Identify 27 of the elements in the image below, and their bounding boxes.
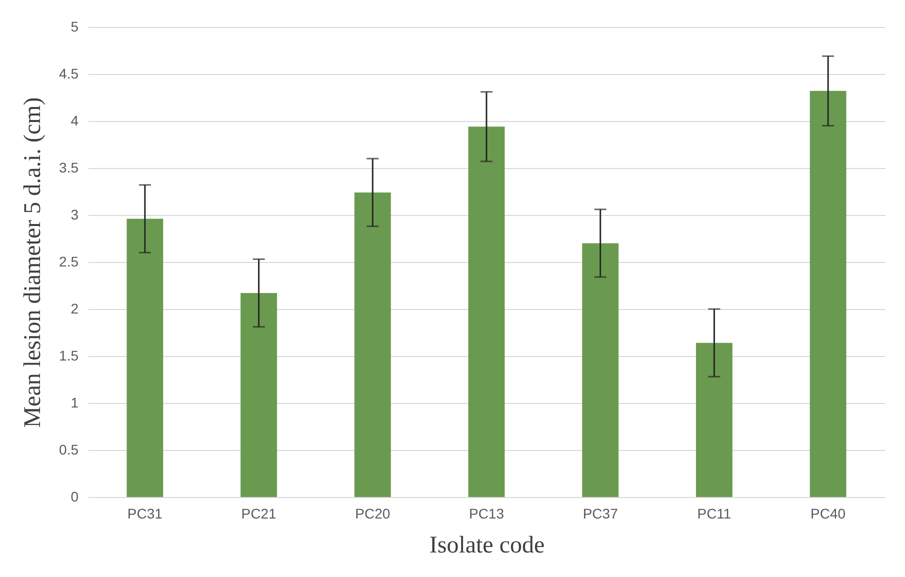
bar	[696, 342, 732, 497]
x-tick-label: PC40	[810, 506, 846, 522]
x-tick-label: PC31	[127, 506, 163, 522]
y-tick-label: 4	[70, 112, 79, 128]
y-tick-label: 4.5	[59, 66, 79, 82]
bar	[354, 192, 391, 497]
y-tick-label: 3	[70, 206, 79, 222]
x-tick-label: PC11	[697, 506, 732, 522]
x-tick-label: PC21	[241, 506, 277, 522]
y-tick-label: 1.5	[59, 348, 79, 364]
y-tick-label: 1	[70, 394, 79, 410]
y-axis-title: Mean lesion diameter 5 d.a.i. (cm)	[20, 97, 46, 428]
x-tick-label: PC20	[355, 506, 390, 522]
bar	[240, 293, 278, 497]
bar	[810, 90, 846, 497]
bar	[126, 218, 164, 497]
y-tick-label: 0.5	[59, 442, 79, 458]
y-tick-label: 2.5	[59, 254, 79, 270]
bar	[468, 126, 505, 497]
x-tick-label: PC13	[468, 506, 504, 522]
bar	[582, 243, 619, 497]
y-tick-label: 0	[70, 488, 79, 504]
y-tick-label: 5	[70, 18, 79, 34]
x-tick-label: PC37	[582, 506, 618, 522]
x-axis-title: Isolate code	[429, 532, 545, 558]
y-tick-label: 3.5	[59, 160, 79, 176]
y-tick-label: 2	[70, 300, 79, 316]
